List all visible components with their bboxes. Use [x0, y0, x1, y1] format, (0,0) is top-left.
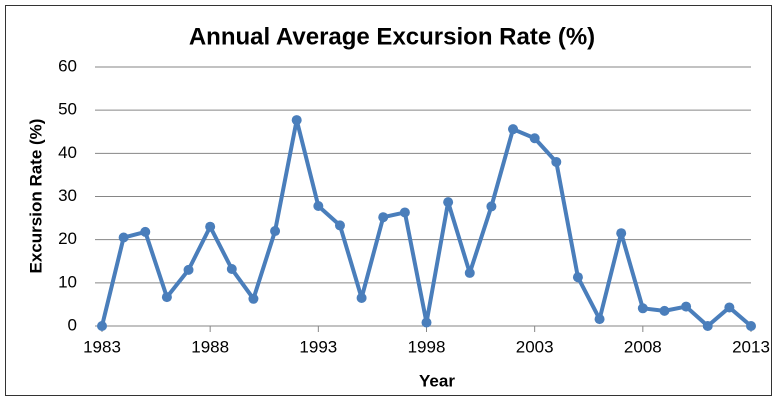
- data-point: [637, 303, 648, 314]
- data-point: [681, 301, 692, 312]
- data-point: [572, 272, 583, 283]
- y-tick-label: 60: [58, 56, 77, 75]
- data-point: [399, 207, 410, 218]
- data-point: [486, 201, 497, 212]
- data-point: [508, 124, 519, 135]
- data-point: [746, 321, 756, 331]
- data-point: [183, 264, 194, 275]
- data-point: [226, 264, 237, 275]
- data-point: [161, 292, 172, 303]
- x-tick-label: 1993: [299, 337, 337, 356]
- data-point: [97, 321, 107, 331]
- x-tick-label: 1988: [191, 337, 229, 356]
- chart-border: [5, 5, 772, 396]
- data-point: [702, 321, 713, 331]
- y-tick-label: 50: [58, 100, 77, 119]
- x-tick-label: 1983: [83, 337, 121, 356]
- x-tick-label: 2008: [624, 337, 662, 356]
- y-tick-label: 10: [58, 272, 77, 291]
- data-point: [616, 228, 627, 239]
- data-point: [659, 305, 670, 316]
- data-point: [421, 317, 432, 328]
- chart-title: Annual Average Excursion Rate (%): [189, 23, 595, 50]
- data-point: [291, 115, 302, 126]
- x-axis-title: Year: [419, 371, 455, 390]
- y-tick-label: 20: [58, 229, 77, 248]
- data-point: [248, 293, 259, 304]
- x-tick-label: 2013: [732, 337, 770, 356]
- data-point: [529, 133, 540, 144]
- data-point: [118, 232, 129, 243]
- x-tick-label: 1998: [408, 337, 446, 356]
- data-point: [724, 302, 735, 313]
- data-point: [334, 220, 345, 231]
- data-point: [378, 212, 389, 223]
- data-point: [464, 267, 475, 278]
- data-point: [140, 226, 151, 237]
- data-point: [270, 226, 281, 237]
- y-tick-label: 30: [58, 186, 77, 205]
- data-point: [594, 314, 605, 325]
- data-point: [205, 221, 216, 232]
- data-point: [551, 156, 562, 167]
- x-tick-label: 2003: [516, 337, 554, 356]
- y-tick-label: 0: [68, 315, 77, 334]
- data-point: [443, 197, 454, 208]
- data-point: [313, 200, 324, 211]
- y-tick-label: 40: [58, 143, 77, 162]
- data-point: [356, 292, 367, 303]
- y-axis-title: Excursion Rate (%): [26, 119, 45, 274]
